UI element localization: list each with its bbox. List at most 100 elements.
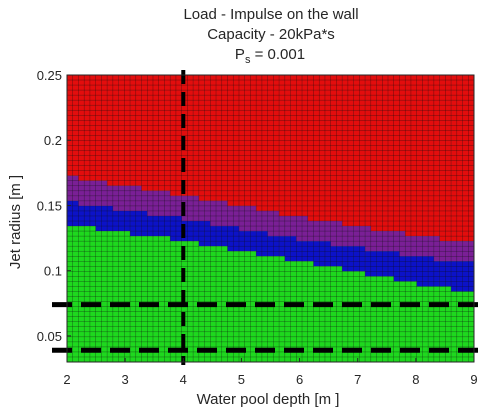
cell-band-purple	[124, 185, 131, 211]
cell-band-red	[256, 75, 263, 211]
cell-band-purple	[78, 180, 85, 206]
y-tick-label: 0.25	[37, 68, 62, 83]
cell-band-blue	[67, 200, 74, 227]
cell-band-blue	[204, 221, 211, 247]
cell-band-blue	[445, 261, 452, 287]
cell-band-purple	[216, 200, 223, 227]
cell-band-red	[158, 75, 165, 191]
cell-band-purple	[135, 185, 142, 211]
x-tick-label: 6	[296, 372, 303, 387]
x-tick-label: 3	[122, 372, 129, 387]
plot-frame	[66, 74, 475, 363]
x-tick-label: 8	[412, 372, 419, 387]
chart-title-line-3: Ps = 0.001	[235, 46, 305, 66]
cell-band-green	[365, 276, 372, 362]
cell-band-blue	[347, 246, 354, 272]
cell-band-green	[67, 226, 74, 362]
cell-band-red	[393, 75, 400, 232]
cell-band-green	[256, 256, 263, 362]
cell-band-red	[399, 75, 406, 232]
cell-band-red	[456, 75, 463, 242]
cell-band-purple	[187, 195, 194, 222]
cell-band-green	[152, 236, 160, 362]
cell-band-red	[141, 75, 148, 191]
cell-band-blue	[256, 231, 263, 257]
x-axis: 2 3 4 5 6 7 8 9	[63, 358, 478, 387]
cell-band-red	[439, 75, 446, 242]
cell-band-red	[152, 75, 160, 191]
cell-band-red	[95, 75, 102, 181]
cell-band-blue	[170, 215, 177, 242]
cell-band-green	[147, 236, 154, 362]
ps-base: P	[235, 46, 245, 63]
cell-band-blue	[130, 210, 137, 237]
cell-band-blue	[365, 251, 372, 277]
cell-band-green	[72, 226, 79, 362]
cell-band-green	[428, 286, 435, 362]
cell-band-green	[158, 236, 165, 362]
cell-band-purple	[330, 221, 337, 247]
x-axis-label: Water pool depth [m ]	[197, 391, 340, 408]
cell-band-red	[445, 75, 452, 242]
cell-band-purple	[112, 185, 119, 211]
cell-band-red	[198, 75, 205, 201]
cell-band-blue	[261, 231, 268, 257]
chart-title-line-2: Capacity - 20kPa*s	[207, 26, 335, 43]
cell-band-green	[130, 236, 137, 362]
cell-band-purple	[193, 195, 200, 222]
cell-band-green	[216, 246, 223, 362]
cell-band-purple	[365, 226, 372, 252]
cell-band-green	[388, 276, 395, 362]
cell-band-red	[382, 75, 389, 232]
cell-band-purple	[67, 175, 74, 201]
cell-band-purple	[89, 180, 96, 206]
cell-band-blue	[313, 241, 320, 267]
cell-band-blue	[135, 210, 142, 237]
cell-band-blue	[353, 246, 360, 272]
cell-band-purple	[399, 231, 406, 257]
cell-band-blue	[233, 226, 240, 252]
cell-band-blue	[399, 256, 406, 282]
cell-band-purple	[221, 200, 228, 227]
cell-band-blue	[388, 251, 395, 277]
heatmap-cells	[67, 75, 475, 362]
cell-band-blue	[95, 205, 102, 232]
cell-band-red	[319, 75, 326, 222]
ps-rest: = 0.001	[250, 46, 305, 63]
cell-band-red	[376, 75, 383, 232]
cell-band-blue	[433, 261, 440, 287]
cell-band-blue	[370, 251, 377, 277]
cell-band-blue	[439, 261, 446, 287]
x-tick-label: 4	[180, 372, 187, 387]
cell-band-red	[210, 75, 217, 201]
cell-band-red	[164, 75, 171, 191]
cell-band-blue	[376, 251, 383, 277]
cell-band-green	[279, 256, 286, 362]
cell-band-blue	[410, 256, 417, 282]
cell-band-blue	[324, 241, 331, 267]
cell-band-purple	[302, 215, 309, 242]
cell-band-green	[370, 276, 377, 362]
cell-band-blue	[107, 205, 114, 232]
ps-subscript: s	[245, 54, 251, 66]
cell-band-purple	[273, 210, 280, 237]
cell-band-green	[221, 246, 228, 362]
cell-band-red	[89, 75, 96, 181]
x-tick-label: 5	[238, 372, 245, 387]
guide-lines	[52, 70, 484, 365]
cell-band-green	[267, 256, 274, 362]
cell-band-red	[273, 75, 280, 211]
cell-band-green	[313, 266, 320, 362]
cell-band-purple	[296, 215, 303, 242]
cell-band-red	[370, 75, 377, 232]
cell-band-green	[382, 276, 389, 362]
cell-band-green	[89, 226, 96, 362]
cell-band-green	[422, 286, 429, 362]
cell-band-green	[164, 236, 171, 362]
cell-band-purple	[250, 205, 257, 232]
x-tick-label: 7	[354, 372, 361, 387]
cell-band-purple	[147, 190, 154, 216]
cell-band-red	[78, 75, 85, 181]
cell-band-green	[433, 286, 440, 362]
cell-band-blue	[175, 215, 182, 242]
